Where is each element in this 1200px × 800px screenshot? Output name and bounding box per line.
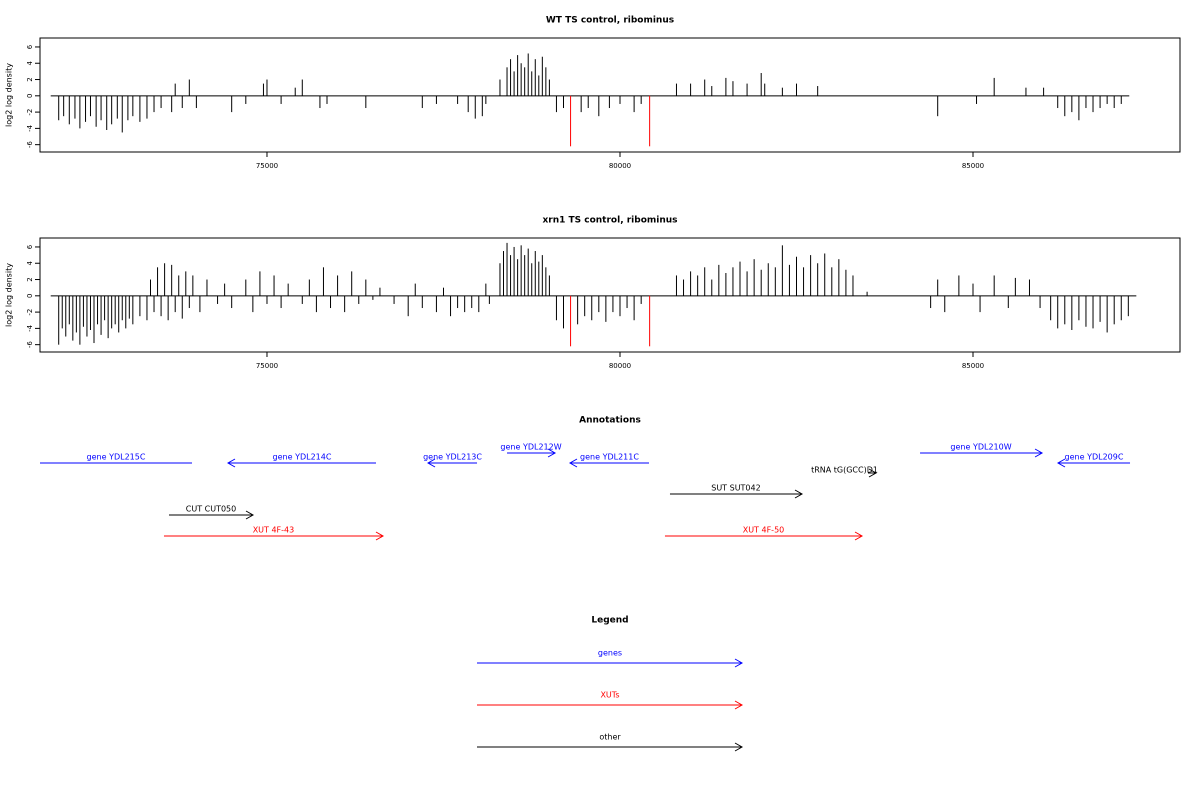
- legend-title: Legend: [591, 616, 628, 626]
- feature-label: XUT 4F-50: [743, 526, 785, 535]
- arrow-head: [568, 458, 578, 468]
- y-axis-label: log2 log density: [5, 263, 14, 327]
- arrow-head: [227, 458, 236, 468]
- chart-title: xrn1 TS control, ribominus: [542, 216, 677, 226]
- feature-label: gene YDL214C: [273, 453, 332, 462]
- feature-label: gene YDL210W: [950, 443, 1011, 452]
- arrow-head: [734, 700, 744, 710]
- arrow-head: [1034, 448, 1044, 458]
- arrow-head: [734, 742, 744, 752]
- y-tick-label: 2: [26, 77, 34, 81]
- feature-label: XUT 4F-43: [253, 526, 295, 535]
- feature-label: tRNA tG(GCC)D1: [811, 466, 878, 475]
- x-tick-label: 75000: [256, 362, 278, 370]
- plot-frame: [39, 37, 1181, 153]
- arrow-head: [868, 468, 877, 478]
- arrow-head: [375, 531, 384, 541]
- feature-label: gene YDL211C: [580, 453, 639, 462]
- arrow-head: [1056, 458, 1066, 468]
- annotations-title: Annotations: [579, 416, 641, 426]
- arrow-head: [427, 458, 436, 468]
- legend-label: other: [599, 733, 621, 742]
- y-axis-label: log2 log density: [5, 63, 14, 127]
- legend-label: genes: [598, 649, 622, 658]
- x-tick-label: 85000: [962, 162, 984, 170]
- y-tick-label: 4: [26, 60, 34, 65]
- x-tick-label: 75000: [256, 162, 278, 170]
- y-tick-label: 6: [26, 244, 34, 249]
- y-tick-label: -2: [26, 109, 34, 116]
- arrow-head: [547, 448, 557, 458]
- y-tick-label: -6: [26, 341, 34, 349]
- y-tick-label: 0: [26, 294, 34, 298]
- y-tick-label: 0: [26, 94, 34, 98]
- feature-label: SUT SUT042: [711, 484, 760, 493]
- arrow-head: [245, 510, 255, 520]
- feature-label: gene YDL215C: [87, 453, 146, 462]
- y-tick-label: 4: [26, 260, 34, 265]
- y-tick-label: -2: [26, 309, 34, 316]
- arrow-head: [794, 489, 804, 499]
- feature-label: gene YDL212W: [500, 443, 561, 452]
- chart-title: WT TS control, ribominus: [546, 16, 674, 26]
- y-tick-label: -4: [26, 324, 34, 332]
- y-tick-label: 2: [26, 277, 34, 281]
- feature-label: gene YDL213C: [423, 453, 482, 462]
- y-tick-label: 6: [26, 44, 34, 49]
- legend-label: XUTs: [600, 691, 619, 700]
- feature-label: gene YDL209C: [1065, 453, 1124, 462]
- arrow-head: [734, 658, 744, 668]
- x-tick-label: 85000: [962, 362, 984, 370]
- x-tick-label: 80000: [609, 162, 631, 170]
- arrow-head: [854, 531, 864, 541]
- y-tick-label: -4: [26, 124, 34, 132]
- y-tick-label: -6: [26, 141, 34, 149]
- feature-label: CUT CUT050: [186, 505, 236, 514]
- plot-frame: [39, 237, 1181, 353]
- x-tick-label: 80000: [609, 362, 631, 370]
